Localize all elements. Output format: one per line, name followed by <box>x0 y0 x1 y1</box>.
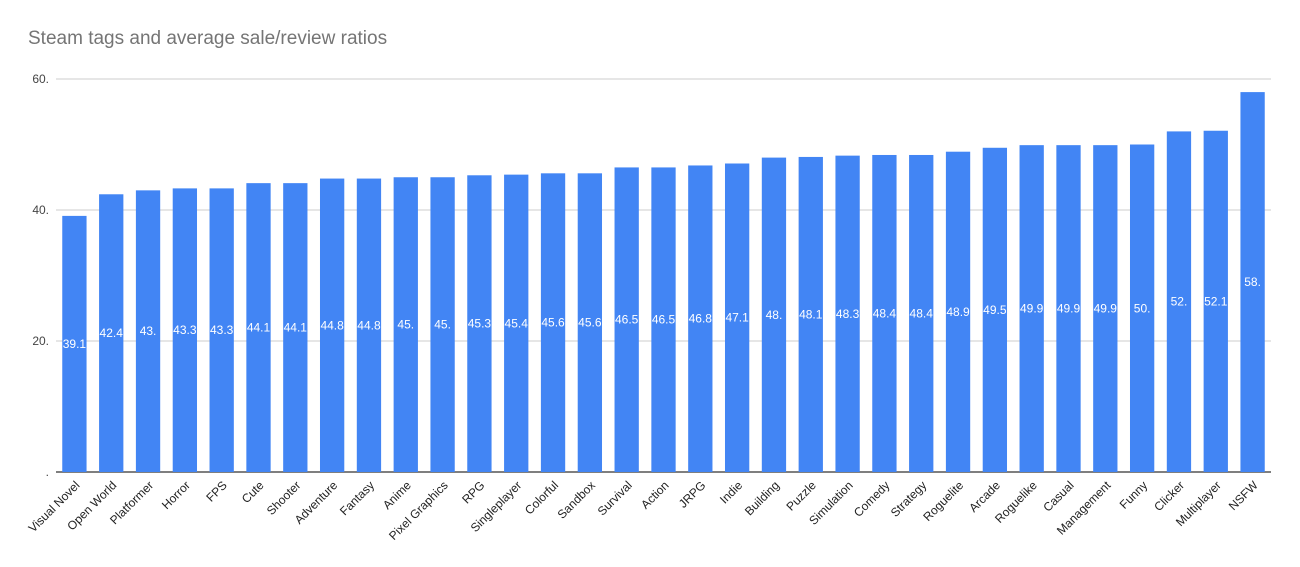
bar <box>614 167 639 473</box>
bar <box>540 173 566 472</box>
bar <box>135 190 161 472</box>
data-label: 44.1 <box>247 321 271 335</box>
data-label: 50. <box>1134 301 1151 315</box>
bar <box>1019 145 1044 472</box>
data-label: 46.8 <box>689 312 713 326</box>
data-label: 49.5 <box>983 303 1007 317</box>
data-label: 47.1 <box>725 311 749 325</box>
data-label: 45. <box>434 318 451 332</box>
bar <box>798 156 823 472</box>
data-label: 48.4 <box>873 306 897 320</box>
bar <box>945 151 971 472</box>
data-label: 58. <box>1244 275 1261 289</box>
data-label: 45.6 <box>541 316 565 330</box>
bar <box>724 163 750 472</box>
x-tick-label: RPG <box>459 478 487 506</box>
bar <box>1166 131 1192 472</box>
bar <box>62 215 87 472</box>
x-tick-label: Anime <box>380 478 414 512</box>
x-tick-label: Horror <box>159 478 193 512</box>
x-tick-label: Funny <box>1117 478 1150 511</box>
bar <box>1056 145 1081 472</box>
bar <box>209 188 234 472</box>
x-tick-label: Sandbox <box>555 478 598 521</box>
x-tick-label: Comedy <box>851 478 892 519</box>
bar <box>982 147 1008 472</box>
data-label: 48.4 <box>910 306 934 320</box>
bar <box>1203 130 1228 472</box>
bar <box>172 188 198 472</box>
bar <box>761 157 787 472</box>
data-label: 46.5 <box>615 313 639 327</box>
x-tick-label: NSFW <box>1226 478 1261 513</box>
data-label: 43. <box>140 324 157 338</box>
bar <box>909 154 934 473</box>
x-tick-label: Indie <box>717 478 746 507</box>
x-tick-label: Survival <box>595 478 635 518</box>
data-label: 48.9 <box>946 305 970 319</box>
x-tick-label: Puzzle <box>784 478 820 514</box>
data-label: 45.4 <box>505 316 529 330</box>
data-label: 52. <box>1171 295 1188 309</box>
data-label: 39.1 <box>63 337 87 351</box>
data-label: 46.5 <box>652 313 676 327</box>
bar <box>393 177 418 472</box>
bar <box>577 173 603 472</box>
bar <box>430 177 455 472</box>
y-tick-label: . <box>46 465 49 479</box>
data-label: 49.9 <box>1020 302 1044 316</box>
data-label: 43.3 <box>210 323 234 337</box>
data-label: 45.6 <box>578 316 602 330</box>
data-label: 44.8 <box>357 318 381 332</box>
x-tick-label: Casual <box>1040 478 1076 514</box>
x-tick-label: Fantasy <box>337 478 377 518</box>
data-label: 44.8 <box>320 318 344 332</box>
x-tick-label: Clicker <box>1151 478 1187 514</box>
bar <box>99 194 124 472</box>
data-label: 48.3 <box>836 307 860 321</box>
bar <box>283 183 308 472</box>
bar <box>1093 145 1118 472</box>
data-label: 48. <box>766 308 783 322</box>
bar <box>1129 144 1155 472</box>
y-tick-label: 40. <box>32 203 49 217</box>
data-label: 45. <box>397 318 414 332</box>
data-label: 49.9 <box>1094 302 1118 316</box>
bar <box>467 175 492 472</box>
bar <box>319 178 345 472</box>
data-label: 42.4 <box>100 326 124 340</box>
data-label: 45.3 <box>468 317 492 331</box>
data-label: 52.1 <box>1204 294 1228 308</box>
data-label: 44.1 <box>284 321 308 335</box>
bar <box>688 165 713 472</box>
x-tick-label: Building <box>742 478 782 518</box>
bar <box>246 183 271 472</box>
bar <box>504 174 529 472</box>
x-tick-label: Action <box>638 478 671 511</box>
y-tick-label: 60. <box>32 72 49 86</box>
chart-title: Steam tags and average sale/review ratio… <box>28 28 388 49</box>
bar <box>835 155 860 472</box>
data-label: 49.9 <box>1057 302 1081 316</box>
bar <box>651 167 676 473</box>
bar <box>872 154 897 473</box>
data-label: 48.1 <box>799 307 823 321</box>
bar <box>1240 92 1265 472</box>
y-tick-label: 20. <box>32 334 49 348</box>
x-tick-label: Roguelite <box>920 478 966 524</box>
x-tick-label: Cute <box>239 478 267 506</box>
bar <box>356 178 382 472</box>
data-label: 43.3 <box>173 323 197 337</box>
x-tick-label: FPS <box>203 478 229 504</box>
x-tick-label: JRPG <box>676 478 709 511</box>
